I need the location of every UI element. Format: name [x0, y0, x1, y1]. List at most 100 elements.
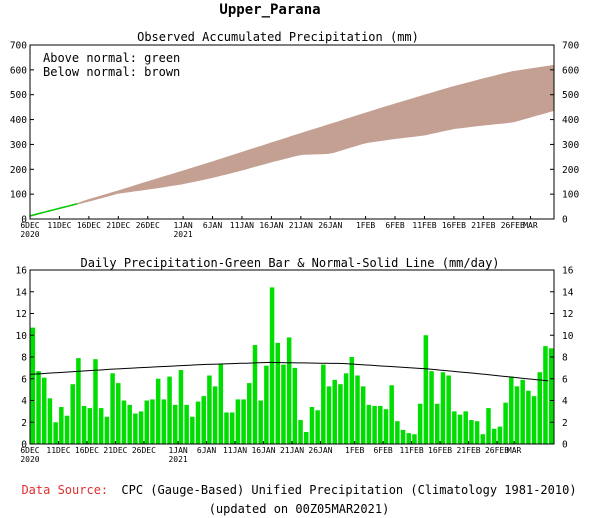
x-tick-label: 6FEB — [373, 446, 392, 455]
daily-bar — [338, 384, 343, 444]
x-tick-label: 11DEC — [47, 221, 71, 230]
daily-bar — [121, 400, 127, 444]
x-tick-label: 16JAN — [251, 446, 275, 455]
daily-bar — [93, 359, 98, 444]
daily-bar — [360, 386, 366, 444]
chart-title: Upper_Parana — [219, 2, 320, 18]
daily-bar — [212, 386, 218, 444]
x-tick-label: 21DEC — [106, 221, 130, 230]
daily-bar — [548, 348, 554, 444]
daily-yticks-left: 0 2 4 6 8 10 12 14 16 — [16, 266, 34, 451]
y-tick-label: 700 — [10, 41, 27, 52]
y-tick-label: 600 — [10, 65, 27, 76]
accum-yticks-right: 0 100 200 300 400 500 600 700 — [550, 41, 579, 226]
y-tick-label: 8 — [21, 353, 27, 364]
daily-bar — [269, 287, 275, 444]
y-tick-label: 100 — [10, 190, 27, 201]
daily-bar — [264, 365, 269, 444]
daily-bar — [64, 415, 70, 444]
y-tick-label: 0 — [562, 440, 568, 451]
legend-below: Below normal: brown — [43, 65, 180, 79]
daily-bar — [70, 384, 75, 444]
x-tick-label: 21JAN — [280, 446, 304, 455]
daily-bar — [47, 398, 53, 444]
daily-bar — [98, 408, 104, 444]
daily-bar — [258, 400, 263, 444]
daily-bar — [292, 367, 298, 445]
daily-bar — [59, 407, 64, 444]
daily-bar — [315, 410, 320, 444]
daily-bar — [155, 378, 161, 444]
daily-bar — [207, 375, 212, 444]
daily-bar — [514, 386, 520, 444]
daily-bar — [469, 420, 474, 444]
daily-bar — [178, 370, 184, 444]
y-tick-label: 4 — [21, 396, 27, 407]
daily-bars — [30, 287, 554, 445]
daily-bar — [76, 358, 81, 444]
daily-bar — [378, 405, 383, 444]
x-tick-label: 11JAN — [230, 221, 254, 230]
daily-bar — [491, 428, 497, 444]
daily-bar — [172, 404, 178, 444]
accum-below-normal-area — [30, 64, 554, 218]
x-tick-label: 1JAN — [168, 446, 187, 455]
y-tick-label: 2 — [562, 418, 568, 429]
daily-bar — [480, 434, 486, 444]
daily-bar — [190, 416, 195, 444]
x-tick-label: 16FEB — [442, 221, 466, 230]
y-tick-label: 300 — [10, 140, 27, 151]
daily-bar — [195, 401, 201, 444]
accum-yticks-left: 0 100 200 300 400 500 600 700 — [10, 41, 34, 226]
y-tick-label: 14 — [562, 287, 574, 298]
daily-yticks-right: 0 2 4 6 8 10 12 14 16 — [550, 266, 574, 451]
footer-source-text: CPC (Gauge-Based) Unified Precipitation … — [121, 483, 576, 497]
daily-bar — [412, 434, 417, 444]
daily-bar — [30, 327, 36, 444]
y-tick-label: 6 — [21, 374, 27, 385]
daily-bar — [104, 416, 110, 444]
daily-bar — [161, 399, 167, 444]
y-tick-label: 8 — [562, 353, 568, 364]
x-tick-label: MAR — [523, 221, 538, 230]
daily-bar — [235, 399, 241, 444]
x-tick-label: 26FEB — [485, 446, 509, 455]
daily-bar — [303, 432, 309, 444]
y-tick-label: 200 — [562, 165, 579, 176]
daily-bar — [252, 345, 258, 444]
y-tick-label: 700 — [562, 41, 579, 52]
footer-updated: (updated on 00Z05MAR2021) — [209, 502, 390, 516]
y-tick-label: 0 — [21, 440, 27, 451]
daily-bar — [150, 399, 155, 444]
x-tick-label: 6JAN — [197, 446, 216, 455]
y-tick-label: 600 — [562, 65, 579, 76]
y-tick-label: 16 — [16, 266, 28, 277]
y-tick-label: 0 — [562, 215, 568, 226]
daily-bar — [286, 337, 292, 444]
x-tick-label: 6DEC — [20, 221, 39, 230]
y-tick-label: 12 — [16, 309, 27, 320]
daily-bar — [127, 404, 132, 444]
x-tick-label: 26DEC — [132, 446, 156, 455]
daily-panel-title: Daily Precipitation-Green Bar & Normal-S… — [80, 256, 499, 270]
daily-bar — [218, 363, 224, 444]
x-tick-label: MAR — [507, 446, 522, 455]
daily-bar — [446, 375, 451, 444]
x-tick-label: 26JAN — [318, 221, 342, 230]
daily-bar — [133, 413, 138, 444]
y-tick-label: 100 — [562, 190, 579, 201]
daily-bar — [138, 411, 144, 445]
daily-bar — [520, 379, 525, 444]
x-tick-label: 21JAN — [289, 221, 313, 230]
daily-bar — [343, 373, 349, 444]
y-tick-label: 400 — [10, 115, 27, 126]
daily-bar — [474, 421, 480, 444]
x-tick-label: 16JAN — [259, 221, 283, 230]
daily-bar — [241, 399, 246, 444]
daily-bar — [395, 421, 400, 444]
daily-normal-line — [29, 361, 549, 382]
daily-bar — [400, 429, 406, 444]
daily-bar — [321, 364, 326, 444]
